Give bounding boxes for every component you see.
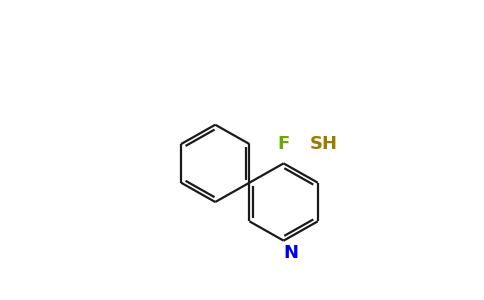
Text: F: F <box>277 135 290 153</box>
Text: N: N <box>284 244 299 262</box>
Text: SH: SH <box>310 135 338 153</box>
